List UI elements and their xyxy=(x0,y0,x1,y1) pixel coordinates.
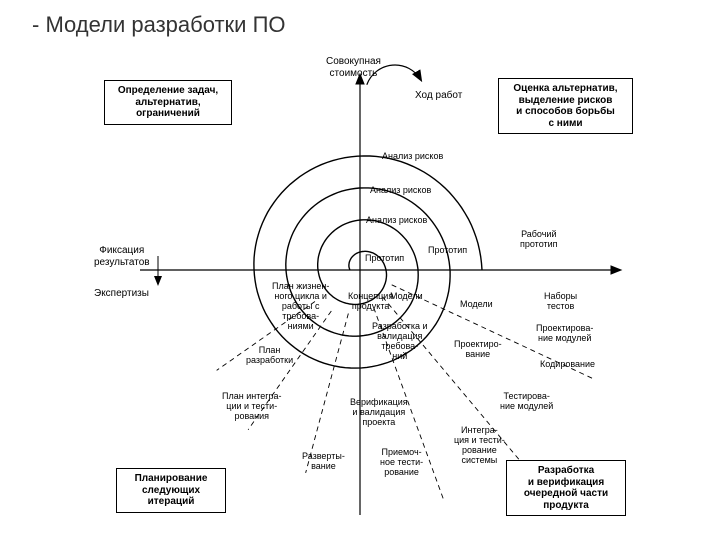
slide: - Модели разработки ПО Определение задач… xyxy=(0,0,720,540)
spiral-label-4: Прототип xyxy=(428,246,467,256)
quadrant-label-tl: Определение задач,альтернатив,ограничени… xyxy=(104,80,232,125)
spiral-label-10: План жизнен-ного цикла иработы стребова-… xyxy=(272,282,329,331)
axis-label-fixation: Фиксациярезультатов xyxy=(94,245,150,268)
axis-label-expertise: Экспертизы xyxy=(94,288,149,300)
spiral-label-12: Проектиро-вание xyxy=(454,340,502,360)
quadrant-label-bl: Планированиеследующихитераций xyxy=(116,468,226,513)
spiral-label-19: Интегра-ция и тести-рованиесистемы xyxy=(454,426,505,466)
spiral-label-16: План интегра-ции и тести-рования xyxy=(222,392,282,422)
spiral-label-14: Кодирование xyxy=(540,360,595,370)
spiral-label-5: Рабочийпрототип xyxy=(520,230,558,250)
spiral-label-13: Проектирова-ние модулей xyxy=(536,324,593,344)
quadrant-label-br: Разработкаи верификацияочередной частипр… xyxy=(506,460,626,516)
axis-label-cost: Совокупнаястоимость xyxy=(326,56,381,79)
spiral-label-6: Концепцияпродукта xyxy=(348,292,393,312)
spiral-label-9: Наборытестов xyxy=(544,292,577,312)
spiral-label-1: Анализ рисков xyxy=(370,186,431,196)
spiral-label-3: Прототип xyxy=(365,254,404,264)
spiral-label-0: Анализ рисков xyxy=(382,152,443,162)
axis-label-process: Ход работ xyxy=(415,90,462,102)
spiral-label-8: Модели xyxy=(460,300,493,310)
spiral-label-7: Модели xyxy=(390,292,423,302)
spiral-label-17: Верификацияи валидацияпроекта xyxy=(350,398,408,428)
spiral-label-11: Разработка ивалидациятребова-ний xyxy=(372,322,428,362)
spiral-label-21: Разверты-вание xyxy=(302,452,345,472)
spiral-label-18: Тестирова-ние модулей xyxy=(500,392,553,412)
spiral-label-15: Планразработки xyxy=(246,346,293,366)
spiral-label-2: Анализ рисков xyxy=(366,216,427,226)
spiral-label-20: Приемоч-ное тести-рование xyxy=(380,448,423,478)
quadrant-label-tr: Оценка альтернатив,выделение рискови спо… xyxy=(498,78,633,134)
